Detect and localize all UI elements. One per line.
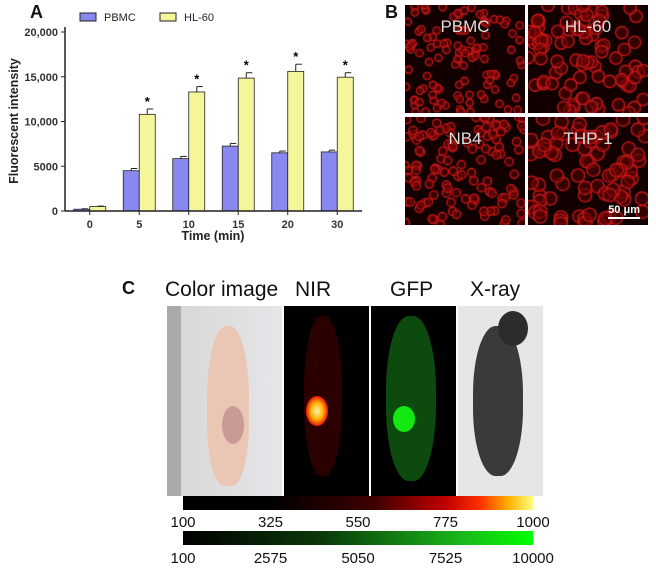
- bar-chart: 0 5000 10,000 15,000 20,000 0 5 10 15 20 30 * * * * * F…: [7, 12, 362, 243]
- y-tick-label: 0: [52, 206, 58, 218]
- colorbar-tick-label: 5050: [341, 550, 375, 567]
- x-tick-label: 30: [331, 219, 343, 231]
- y-tick-label: 5000: [34, 161, 58, 173]
- x-axis-label: Time (min): [182, 229, 245, 243]
- legend-label: HL-60: [184, 12, 214, 24]
- bar-pbmc: [221, 145, 239, 212]
- micrograph-label: PBMC: [440, 17, 490, 36]
- significance-star: *: [293, 49, 299, 64]
- title-xray: X-ray: [470, 278, 521, 301]
- colorbar-tick-label: 10000: [512, 550, 554, 567]
- bar-hl-60: [237, 77, 255, 212]
- colorbar-tick-label: 7525: [428, 550, 463, 567]
- colorbar-tick-label: 2575: [253, 550, 288, 567]
- title-nir: NIR: [295, 278, 332, 301]
- y-tick-label: 15,000: [24, 72, 58, 84]
- mouse-xray-image: [458, 306, 543, 496]
- micrograph-pbmc: PBMC: [405, 5, 525, 113]
- micrograph-label: NB4: [448, 129, 482, 148]
- nir-colorbar: [183, 496, 533, 510]
- x-tick-label: 20: [282, 219, 294, 231]
- title-gfp: GFP: [390, 278, 434, 301]
- mouse-color-image: [167, 306, 282, 496]
- significance-star: *: [244, 58, 250, 73]
- colorbar-tick-label: 1000: [516, 514, 550, 531]
- significance-star: *: [145, 94, 151, 109]
- micrograph-thp1: THP-1 50 μm: [528, 117, 648, 225]
- gfp-colorbar: [183, 531, 533, 545]
- bar-hl-60: [188, 91, 206, 212]
- y-axis-label: Fluorescent intensity: [7, 58, 21, 184]
- colorbar-tick-label: 100: [170, 550, 196, 567]
- panel-label-c: C: [122, 278, 135, 298]
- scale-bar: 50 μm: [608, 204, 640, 219]
- x-tick-label: 5: [136, 219, 142, 231]
- colorbar-tick-label: 550: [345, 514, 371, 531]
- significance-star: *: [343, 58, 349, 73]
- x-tick-label: 15: [232, 219, 244, 231]
- colorbar-tick-label: 775: [432, 514, 459, 531]
- bar-pbmc: [271, 152, 289, 212]
- x-tick-label: 10: [183, 219, 195, 231]
- micrograph-nb4: NB4: [405, 117, 525, 225]
- legend-label: PBMC: [104, 12, 136, 24]
- bar-pbmc: [320, 151, 338, 212]
- legend-swatch: [79, 12, 97, 22]
- micrograph-label: THP-1: [563, 129, 613, 148]
- panel-label-b: B: [385, 2, 398, 22]
- bar-pbmc: [122, 170, 140, 212]
- x-tick-label: 0: [87, 219, 93, 231]
- micrograph-label: HL-60: [564, 17, 612, 36]
- y-tick-label: 10,000: [24, 117, 58, 129]
- micrograph-hl60: HL-60: [528, 5, 648, 113]
- bar-hl-60: [287, 70, 305, 212]
- bar-pbmc: [172, 158, 190, 212]
- title-color-image: Color image: [165, 278, 279, 301]
- legend-swatch: [159, 12, 177, 22]
- mouse-gfp-image: [371, 306, 456, 496]
- panel-label-a: A: [30, 2, 43, 22]
- bar-hl-60: [336, 76, 354, 212]
- y-tick-label: 20,000: [24, 27, 58, 39]
- colorbar-tick-label: 325: [257, 514, 284, 531]
- significance-star: *: [194, 72, 200, 87]
- bar-hl-60: [138, 113, 156, 212]
- mouse-nir-image: [284, 306, 369, 496]
- colorbar-tick-label: 100: [170, 514, 196, 531]
